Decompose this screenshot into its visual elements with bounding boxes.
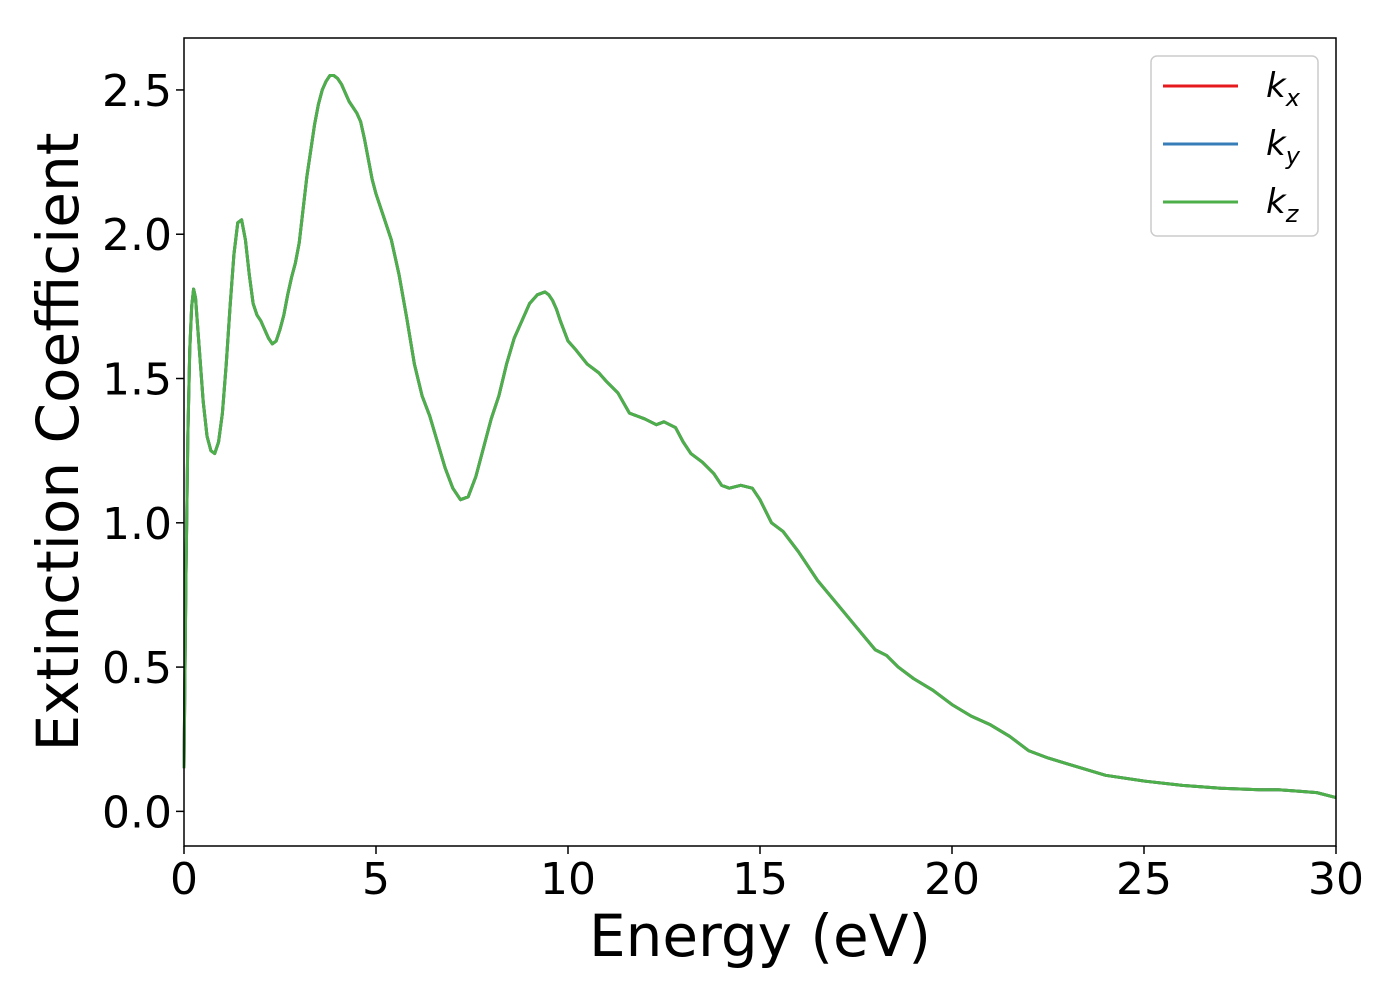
legend-label-x: kx	[1266, 66, 1301, 112]
legend-label-y: ky	[1266, 124, 1301, 170]
legend: kx ky kz	[1150, 55, 1319, 237]
x-axis-ticks: 0 5 10 15 20 25 30	[170, 846, 1364, 905]
y-tick-label: 1.5	[102, 355, 172, 406]
x-tick-label: 0	[170, 854, 198, 905]
y-axis-ticks: 0.0 0.5 1.0 1.5 2.0 2.5	[102, 66, 184, 838]
legend-box	[1150, 55, 1319, 237]
x-tick-label: 5	[362, 854, 390, 905]
y-tick-label: 0.5	[102, 643, 172, 694]
y-tick-label: 2.5	[102, 66, 172, 117]
y-axis-title: Extinction Coefficient	[24, 133, 92, 752]
x-tick-label: 30	[1308, 854, 1364, 905]
x-axis-title: Energy (eV)	[589, 902, 931, 970]
series-layer	[182, 74, 1337, 799]
x-tick-label: 10	[540, 854, 596, 905]
y-tick-label: 1.0	[102, 499, 172, 550]
x-tick-label: 25	[1116, 854, 1172, 905]
legend-label-z: kz	[1266, 182, 1300, 228]
y-tick-label: 0.0	[102, 787, 172, 838]
x-tick-label: 15	[732, 854, 788, 905]
y-tick-label: 2.0	[102, 210, 172, 261]
series-line-z	[182, 74, 1337, 799]
x-tick-label: 20	[924, 854, 980, 905]
